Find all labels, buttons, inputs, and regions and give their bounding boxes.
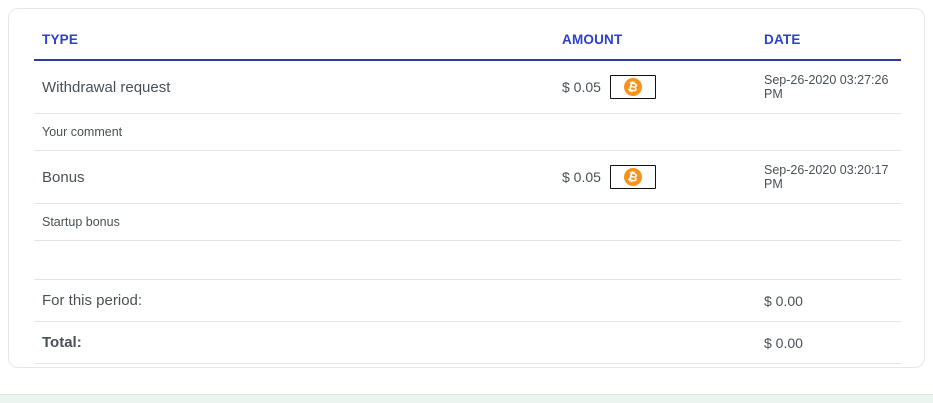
spacer-cell bbox=[34, 240, 901, 280]
table-row: Bonus $ 0.05 ₿ Sep-26-2020 03:20:17 PM bbox=[34, 150, 901, 204]
currency-toggle-button[interactable]: ₿ bbox=[609, 165, 656, 189]
tx-amount-cell: $ 0.05 ₿ bbox=[554, 150, 756, 204]
tx-comment: Startup bonus bbox=[34, 203, 901, 241]
tx-type: Bonus bbox=[34, 150, 554, 204]
column-header-date: DATE bbox=[756, 9, 901, 61]
tx-date: Sep-26-2020 03:20:17 PM bbox=[756, 150, 901, 204]
total-summary-row: Total: $ 0.00 bbox=[34, 321, 901, 364]
tx-comment: Your comment bbox=[34, 113, 901, 151]
total-value: $ 0.00 bbox=[756, 321, 901, 364]
bitcoin-icon: ₿ bbox=[623, 168, 642, 186]
tx-amount: $ 0.05 bbox=[562, 169, 601, 185]
currency-toggle-button[interactable]: ₿ bbox=[609, 75, 656, 99]
column-header-amount: AMOUNT bbox=[554, 9, 756, 61]
total-label: Total: bbox=[34, 321, 756, 364]
tx-type: Withdrawal request bbox=[34, 60, 554, 114]
tx-amount: $ 0.05 bbox=[562, 79, 601, 95]
period-value: $ 0.00 bbox=[756, 279, 901, 322]
table-row: Withdrawal request $ 0.05 ₿ Sep-26-2020 … bbox=[34, 60, 901, 114]
transactions-table: TYPE AMOUNT DATE Withdrawal request $ 0.… bbox=[34, 9, 901, 364]
column-header-type: TYPE bbox=[34, 9, 554, 61]
table-spacer-row bbox=[34, 240, 901, 280]
table-comment-row: Your comment bbox=[34, 113, 901, 151]
bottom-alert-bar bbox=[0, 394, 933, 403]
tx-date: Sep-26-2020 03:27:26 PM bbox=[756, 60, 901, 114]
transactions-card: TYPE AMOUNT DATE Withdrawal request $ 0.… bbox=[8, 8, 925, 368]
bitcoin-icon: ₿ bbox=[623, 78, 642, 96]
period-summary-row: For this period: $ 0.00 bbox=[34, 279, 901, 322]
table-header-row: TYPE AMOUNT DATE bbox=[34, 9, 901, 61]
period-label: For this period: bbox=[34, 279, 756, 322]
tx-amount-cell: $ 0.05 ₿ bbox=[554, 60, 756, 114]
table-comment-row: Startup bonus bbox=[34, 203, 901, 241]
